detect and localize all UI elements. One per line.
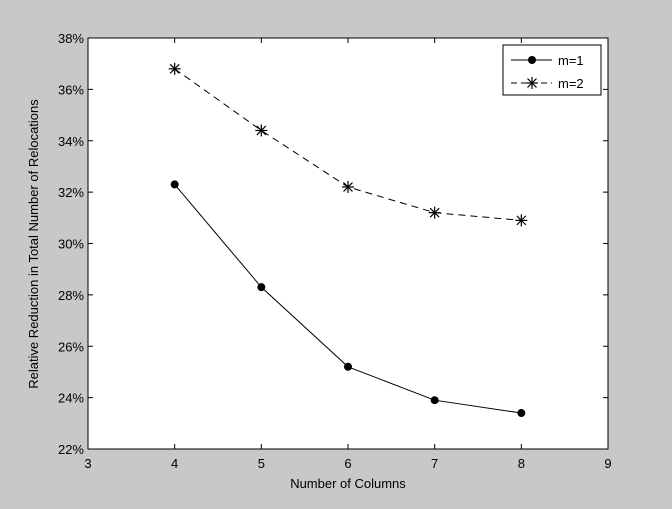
series-layer bbox=[168, 62, 528, 418]
x-tick-label: 4 bbox=[171, 456, 178, 471]
legend-label-m2: m=2 bbox=[558, 76, 584, 91]
x-tick-label: 5 bbox=[258, 456, 265, 471]
plot-frame bbox=[87, 37, 609, 450]
data-point bbox=[344, 362, 352, 371]
data-point bbox=[515, 214, 528, 227]
series-m2 bbox=[168, 62, 528, 227]
legend-marker-m2 bbox=[526, 77, 538, 89]
data-point bbox=[428, 206, 441, 219]
y-tick-label: 26% bbox=[58, 339, 84, 354]
legend: m=1 m=2 bbox=[502, 44, 602, 96]
y-tick-label: 28% bbox=[58, 288, 84, 303]
x-tick-label: 9 bbox=[604, 456, 611, 471]
x-axis-label: Number of Columns bbox=[290, 476, 406, 491]
data-point bbox=[257, 283, 266, 292]
legend-marker-m1 bbox=[528, 56, 536, 64]
y-tick-label: 30% bbox=[58, 237, 84, 252]
series-m1 bbox=[170, 180, 526, 418]
x-tick-label: 7 bbox=[431, 456, 438, 471]
legend-box bbox=[502, 44, 602, 96]
y-tick-label: 36% bbox=[58, 82, 84, 97]
y-tick-label: 22% bbox=[58, 442, 84, 457]
y-tick-label: 32% bbox=[58, 185, 84, 200]
data-point bbox=[342, 180, 354, 193]
y-tick-label: 38% bbox=[58, 31, 84, 46]
x-tick-label: 3 bbox=[84, 456, 91, 471]
plot-area bbox=[88, 38, 608, 449]
legend-label-m1: m=1 bbox=[558, 53, 584, 68]
data-point bbox=[170, 180, 179, 189]
y-axis-label: Relative Reduction in Total Number of Re… bbox=[26, 99, 41, 389]
data-point bbox=[255, 124, 268, 137]
y-tick-label: 34% bbox=[58, 134, 84, 149]
data-point bbox=[430, 396, 439, 405]
x-tick-label: 6 bbox=[344, 456, 351, 471]
y-tick-label: 24% bbox=[58, 391, 84, 406]
data-point bbox=[517, 409, 526, 418]
x-tick-label: 8 bbox=[518, 456, 525, 471]
data-point bbox=[168, 62, 181, 75]
ticks-layer: 3 4 5 6 7 8 9 22% 24% 26% 28% 30% 32% 34% 36% 38% bbox=[58, 31, 612, 471]
